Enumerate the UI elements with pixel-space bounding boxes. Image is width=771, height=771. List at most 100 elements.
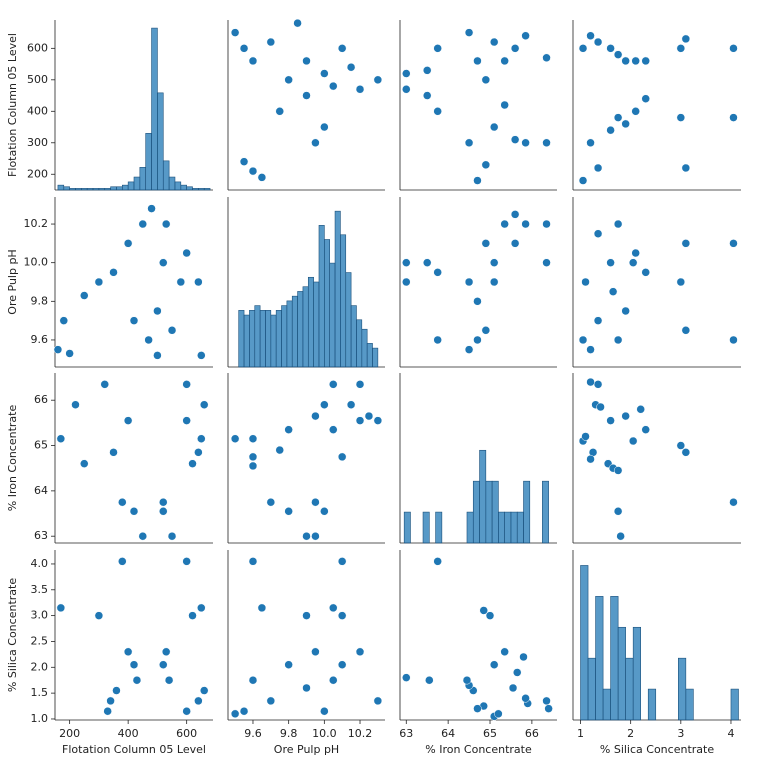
point bbox=[346, 62, 356, 72]
bar bbox=[259, 310, 266, 368]
x-tick-label: 64 bbox=[441, 727, 455, 740]
point bbox=[257, 173, 267, 182]
point bbox=[284, 425, 293, 434]
bar bbox=[104, 188, 111, 191]
point bbox=[80, 291, 89, 300]
point bbox=[302, 531, 311, 541]
point bbox=[230, 709, 240, 719]
bar bbox=[63, 186, 70, 191]
point bbox=[337, 660, 347, 669]
point bbox=[337, 557, 347, 566]
bar bbox=[180, 184, 187, 191]
point bbox=[613, 113, 623, 122]
point bbox=[464, 138, 474, 148]
bar bbox=[617, 626, 626, 721]
point bbox=[329, 81, 338, 91]
point bbox=[613, 335, 623, 345]
x-tick-label: 63 bbox=[399, 727, 413, 740]
point bbox=[355, 380, 365, 389]
point bbox=[542, 53, 551, 63]
point bbox=[621, 119, 630, 129]
point bbox=[109, 448, 118, 457]
point bbox=[479, 606, 488, 615]
point bbox=[123, 416, 133, 425]
point bbox=[59, 316, 69, 325]
bar bbox=[249, 310, 256, 368]
bar bbox=[92, 188, 100, 191]
bar bbox=[625, 657, 634, 721]
point bbox=[489, 37, 499, 47]
point bbox=[118, 497, 127, 507]
x-tick-label: 3 bbox=[677, 727, 684, 740]
point bbox=[578, 44, 588, 53]
y-tick-label: 600 bbox=[27, 41, 48, 54]
point bbox=[311, 411, 320, 421]
bar bbox=[116, 186, 123, 191]
point bbox=[489, 277, 499, 287]
point bbox=[71, 400, 80, 409]
bar bbox=[133, 176, 141, 191]
point bbox=[433, 107, 442, 116]
bar bbox=[595, 596, 604, 721]
point bbox=[586, 138, 595, 148]
y-tick-label: 3.0 bbox=[31, 609, 49, 622]
point bbox=[311, 138, 320, 148]
bar bbox=[678, 657, 687, 721]
y-axis-label: Flotation Column 05 Level bbox=[6, 33, 19, 177]
bar bbox=[127, 181, 135, 191]
point bbox=[284, 75, 293, 85]
y-tick-label: 10.0 bbox=[24, 256, 49, 269]
bar bbox=[479, 449, 487, 544]
point bbox=[578, 176, 588, 185]
point bbox=[608, 287, 618, 296]
y-tick-label: 65 bbox=[34, 439, 48, 452]
y-tick-label: 10.2 bbox=[24, 217, 49, 230]
point bbox=[109, 268, 118, 277]
point bbox=[613, 507, 623, 516]
point bbox=[481, 326, 491, 335]
point bbox=[182, 416, 191, 425]
point bbox=[613, 466, 623, 475]
y-tick-label: 3.5 bbox=[31, 583, 49, 596]
point bbox=[248, 557, 258, 566]
bar bbox=[297, 291, 304, 368]
point bbox=[613, 219, 623, 229]
bar bbox=[602, 688, 611, 721]
point bbox=[132, 675, 142, 685]
point bbox=[489, 660, 499, 669]
point bbox=[581, 432, 590, 441]
point bbox=[159, 497, 168, 507]
point bbox=[248, 675, 258, 685]
point bbox=[481, 160, 491, 170]
point bbox=[519, 652, 528, 662]
point bbox=[402, 673, 411, 682]
point bbox=[593, 37, 603, 47]
point bbox=[373, 416, 383, 425]
point bbox=[311, 497, 320, 507]
point bbox=[473, 297, 482, 306]
point bbox=[320, 122, 329, 132]
bar bbox=[345, 272, 352, 368]
y-tick-label: 66 bbox=[34, 393, 48, 406]
x-tick-label: 200 bbox=[59, 727, 80, 740]
point bbox=[65, 349, 74, 358]
point bbox=[346, 400, 356, 409]
point bbox=[621, 306, 630, 316]
point bbox=[320, 706, 329, 716]
bar bbox=[422, 511, 430, 544]
bar bbox=[366, 343, 373, 368]
bar bbox=[472, 480, 480, 544]
bar bbox=[466, 511, 474, 544]
point bbox=[112, 686, 121, 695]
point bbox=[199, 400, 209, 409]
point bbox=[596, 402, 605, 412]
y-tick-label: 2.5 bbox=[31, 634, 49, 647]
point bbox=[373, 696, 383, 706]
bar bbox=[313, 281, 320, 368]
point bbox=[167, 531, 177, 541]
point bbox=[248, 56, 258, 66]
bar bbox=[265, 310, 272, 368]
bar bbox=[243, 314, 250, 368]
point bbox=[302, 91, 311, 100]
